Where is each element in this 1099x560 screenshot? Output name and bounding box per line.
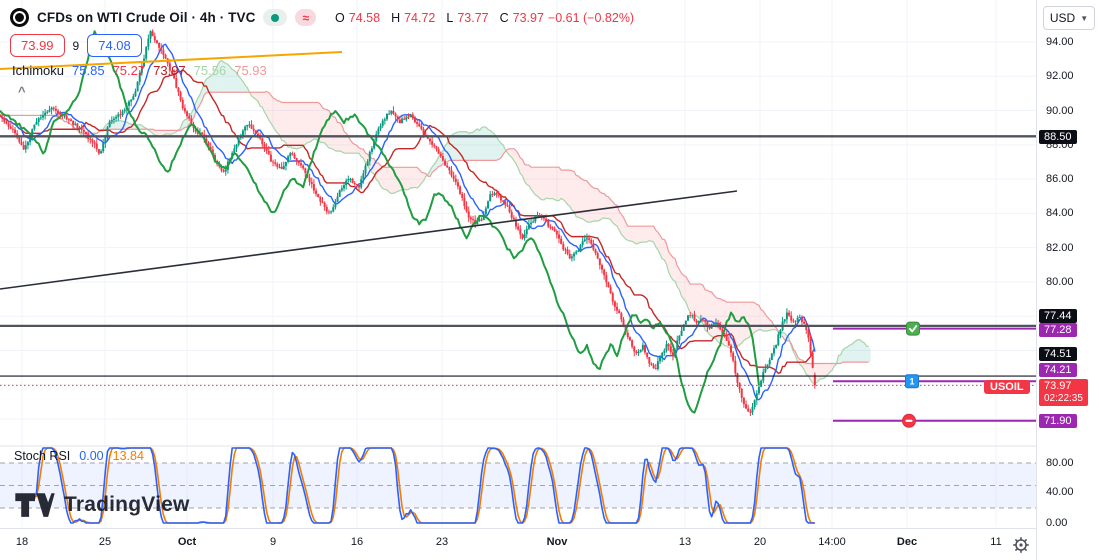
open-label: O: [335, 10, 345, 25]
market-open-dot-icon: [271, 13, 280, 22]
time-axis-tick: 13: [678, 536, 692, 548]
change-value: −0.61 (−0.82%): [547, 10, 635, 25]
stoch-rsi-layer: [0, 447, 1036, 524]
ichimoku-lines-layer: [0, 43, 816, 401]
candles-layer: [0, 29, 816, 417]
time-axis-tick: Oct: [177, 536, 197, 548]
ichimoku-conversion-value: 75.85: [72, 63, 105, 78]
symbol-header: CFDs on WTI Crude Oil · 4h · TVC ≈ O 74.5…: [10, 8, 634, 27]
time-axis-tick: 23: [435, 536, 449, 548]
trendlines-layer: [0, 51, 738, 290]
symbol-logo-icon[interactable]: [10, 8, 29, 27]
tradingview-watermark: TradingView: [14, 489, 190, 521]
time-axis-tick: 9: [269, 536, 277, 548]
price-axis-tick: 82.00: [1046, 242, 1074, 254]
price-axis-tick: 94.00: [1046, 36, 1074, 48]
ichimoku-base-value: 75.27: [112, 63, 146, 78]
alert-count-badge[interactable]: 1: [905, 374, 919, 389]
time-axis-tick: 18: [15, 536, 29, 548]
price-axis-tick: 84.00: [1046, 207, 1074, 219]
ohlc-readout: O 74.58 H 74.72 L 73.77 C 73.97 −0.61 (−0.82…: [328, 11, 634, 25]
high-value: 74.72: [404, 10, 436, 25]
ask-price-button[interactable]: 74.08: [87, 34, 142, 57]
price-axis-tick: 86.00: [1046, 173, 1074, 185]
price-scale[interactable]: USD ▼ 94.00 92.00 90.00 88.00 86.00 84.00 82.0…: [1036, 0, 1099, 560]
price-axis-tick: 0.00: [1046, 517, 1068, 529]
ichimoku-lead2-value: 75.93: [234, 63, 267, 78]
time-axis-tick: 16: [350, 536, 364, 548]
time-axis-tick: 14:00: [818, 536, 846, 548]
delayed-data-badge[interactable]: ≈: [295, 9, 317, 26]
price-label-chip: 74.21: [1039, 363, 1077, 377]
spread-value: 9: [72, 38, 80, 53]
price-label-chip: 71.90: [1039, 414, 1077, 428]
currency-label: USD: [1049, 11, 1076, 25]
stoch-rsi-legend[interactable]: Stoch RSI 0.00 13.84: [14, 449, 144, 463]
ichimoku-lagging-layer: [0, 30, 760, 414]
alert-check-icon[interactable]: [906, 321, 920, 336]
grid-layer: [0, 0, 1036, 527]
price-label-chip: 88.50: [1039, 130, 1077, 144]
time-axis-tick: 20: [753, 536, 767, 548]
stoch-k-value: 0.00: [79, 449, 104, 463]
ichimoku-lead1-value: 75.56: [193, 63, 227, 78]
chevron-up-icon[interactable]: ^: [18, 84, 26, 99]
main-chart-canvas[interactable]: 1: [0, 0, 1036, 528]
svg-text:1: 1: [909, 377, 914, 387]
bid-price-button[interactable]: 73.99: [10, 34, 65, 57]
close-label: C: [499, 10, 509, 25]
chevron-down-icon: ▼: [1080, 13, 1089, 23]
stoch-d-value: 13.84: [112, 449, 144, 463]
time-axis-tick: Nov: [546, 536, 568, 548]
price-axis-tick: 80.00: [1046, 276, 1074, 288]
indicator-name: Ichimoku: [12, 63, 65, 78]
ichimoku-lagging-value: 73.97: [153, 63, 186, 78]
time-axis-tick: Dec: [896, 536, 918, 548]
price-axis-tick: 92.00: [1046, 70, 1074, 82]
time-axis-tick: 25: [98, 536, 112, 548]
gear-icon[interactable]: [1012, 536, 1030, 554]
open-value: 74.58: [348, 10, 381, 25]
symbol-title[interactable]: CFDs on WTI Crude Oil · 4h · TVC: [37, 10, 256, 25]
price-label-chip: 77.44: [1039, 309, 1077, 323]
alert-stop-icon[interactable]: [902, 413, 916, 428]
price-axis-tick: 80.00: [1046, 457, 1074, 469]
alert-lines-layer: 1: [833, 321, 1036, 428]
low-label: L: [446, 10, 454, 25]
usd-currency-button[interactable]: USD ▼: [1043, 6, 1095, 30]
bid-ask-row: 73.99 9 74.08: [10, 34, 142, 57]
ichimoku-cloud-layer: [0, 59, 871, 385]
time-axis-tick: 11: [990, 536, 1002, 548]
high-label: H: [391, 10, 401, 25]
price-label-chip: 73.97 02:22:35: [1039, 379, 1088, 406]
price-label-chip: 74.51: [1039, 347, 1077, 361]
low-value: 73.77: [457, 10, 489, 25]
tradingview-logo-icon: [15, 493, 55, 517]
time-scale[interactable]: 18 25 Oct 9 16 23 Nov 13 20 14:00 Dec 11: [0, 528, 1036, 560]
market-status-icon[interactable]: [263, 9, 288, 26]
indicator-legend[interactable]: Ichimoku 75.85 75.27 73.97 75.56 75.93: [12, 63, 267, 78]
close-value: 73.97: [512, 10, 544, 25]
price-axis-tick: 40.00: [1046, 486, 1074, 498]
price-label-chip: 77.28: [1039, 323, 1077, 337]
stoch-rsi-title: Stoch RSI: [14, 449, 71, 463]
horizontal-levels-layer: [0, 135, 1036, 377]
watermark-text: TradingView: [64, 493, 190, 516]
price-axis-tick: 90.00: [1046, 105, 1074, 117]
symbol-price-tag[interactable]: USOIL: [984, 380, 1030, 394]
